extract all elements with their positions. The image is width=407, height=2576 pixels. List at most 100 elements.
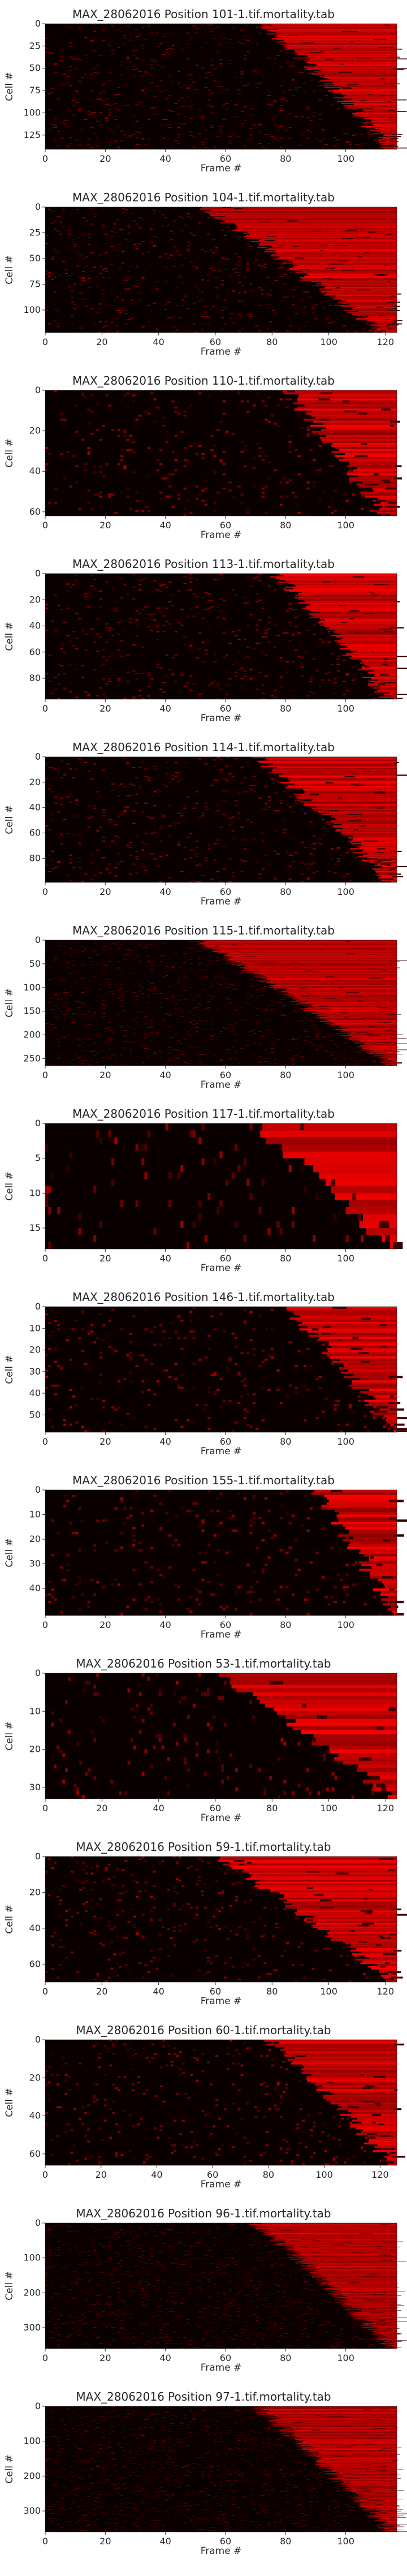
heatmap-cell: [171, 111, 174, 112]
heatmap-cell: [228, 1055, 231, 1056]
heatmap-cell: [54, 256, 57, 257]
heatmap-cell: [256, 83, 258, 84]
heatmap-cell: [75, 1038, 78, 1039]
heatmap-cell: [353, 852, 397, 853]
heatmap-cell: [141, 579, 144, 580]
heatmap-cell: [289, 806, 292, 807]
heatmap-cell: [328, 871, 331, 872]
y-tick-label: 75: [29, 85, 41, 96]
heatmap-cell: [374, 123, 397, 124]
heatmap-cell: [72, 455, 75, 458]
heatmap-cell: [177, 494, 180, 496]
heatmap-cell: [280, 109, 283, 110]
x-tick-label: 40: [159, 886, 171, 897]
heatmap-cell: [393, 68, 407, 70]
heatmap-cell: [313, 115, 315, 117]
heatmap-cell: [389, 692, 397, 693]
heatmap-cell: [210, 1039, 213, 1040]
heatmap-cell: [189, 75, 192, 76]
heatmap-cell: [307, 109, 310, 110]
heatmap-cell: [337, 1038, 340, 1039]
heatmap-cell: [313, 872, 315, 873]
heatmap-cell: [285, 1050, 288, 1051]
heatmap-cell: [144, 1017, 147, 1018]
heatmap-cell: [278, 29, 397, 30]
heatmap-cell: [374, 125, 397, 126]
heatmap-cell: [336, 295, 397, 296]
heatmap-cell: [307, 630, 310, 631]
heatmap-cell: [349, 304, 397, 305]
heatmap-cell: [60, 609, 63, 610]
heatmap-cell: [177, 980, 180, 981]
heatmap-cell: [171, 147, 174, 148]
heatmap-cell: [244, 861, 246, 862]
heatmap-cell: [275, 330, 278, 331]
heatmap-cell: [45, 48, 48, 49]
heatmap-cell: [167, 257, 170, 259]
heatmap-cell: [124, 288, 127, 290]
heatmap-cell: [138, 985, 141, 986]
heatmap-cell: [210, 92, 213, 93]
heatmap-cell: [82, 277, 85, 278]
heatmap-cell: [284, 41, 397, 42]
heatmap-cell: [307, 868, 310, 869]
heatmap-cell: [270, 576, 397, 578]
heatmap-cell: [267, 622, 270, 623]
heatmap-cell: [132, 785, 135, 786]
heatmap-cell: [349, 41, 354, 42]
heatmap-cell: [363, 481, 397, 484]
heatmap-cell: [148, 962, 150, 963]
heatmap-cell: [371, 325, 374, 326]
heatmap-cell: [261, 239, 397, 240]
heatmap-cell: [159, 814, 162, 815]
heatmap-cell: [237, 669, 240, 670]
heatmap-cell: [54, 72, 57, 73]
heatmap-cell: [332, 83, 397, 84]
heatmap-cell: [394, 878, 397, 880]
heatmap-cell: [340, 634, 397, 635]
heatmap-cell: [60, 49, 63, 50]
heatmap-cell: [68, 234, 71, 235]
heatmap-cell: [271, 621, 274, 622]
heatmap-cell: [114, 117, 117, 118]
heatmap-cell: [235, 253, 238, 255]
heatmap-cell: [102, 84, 105, 85]
heatmap-cell: [88, 278, 90, 279]
heatmap-cell: [198, 648, 201, 649]
heatmap-cell: [391, 105, 397, 106]
heatmap-cell: [60, 834, 63, 835]
heatmap-cell: [166, 431, 168, 433]
heatmap-cell: [184, 459, 187, 462]
heatmap-cell: [63, 622, 66, 623]
heatmap-cell: [159, 67, 162, 68]
heatmap-cell: [114, 610, 117, 611]
heatmap-cell: [70, 858, 72, 859]
heatmap-cell: [157, 866, 159, 867]
heatmap-cell: [224, 324, 227, 325]
heatmap-cell: [93, 68, 96, 70]
heatmap-cell: [217, 218, 397, 219]
heatmap-cell: [224, 307, 227, 308]
heatmap-cell: [228, 1024, 231, 1025]
heatmap-cell: [380, 674, 389, 675]
heatmap-cell: [396, 698, 403, 699]
heatmap-cell: [90, 433, 93, 435]
heatmap-cell: [241, 1058, 244, 1059]
heatmap-cell: [319, 288, 397, 290]
heatmap-cell: [177, 37, 180, 38]
heatmap-cell: [223, 107, 226, 109]
heatmap-cell: [45, 281, 48, 282]
heatmap-cell: [256, 443, 258, 445]
heatmap-cell: [363, 329, 366, 330]
heatmap-cell: [363, 855, 397, 856]
heatmap-cell: [310, 1042, 313, 1043]
heatmap-cell: [292, 267, 397, 268]
heatmap-cell: [144, 870, 147, 871]
heatmap-cell: [127, 654, 129, 656]
heatmap-cell: [364, 841, 378, 842]
heatmap-cell: [162, 36, 165, 37]
heatmap-cell: [189, 609, 192, 610]
heatmap-cell: [226, 42, 228, 44]
heatmap-cell: [274, 792, 276, 794]
heatmap-cell: [304, 652, 306, 653]
